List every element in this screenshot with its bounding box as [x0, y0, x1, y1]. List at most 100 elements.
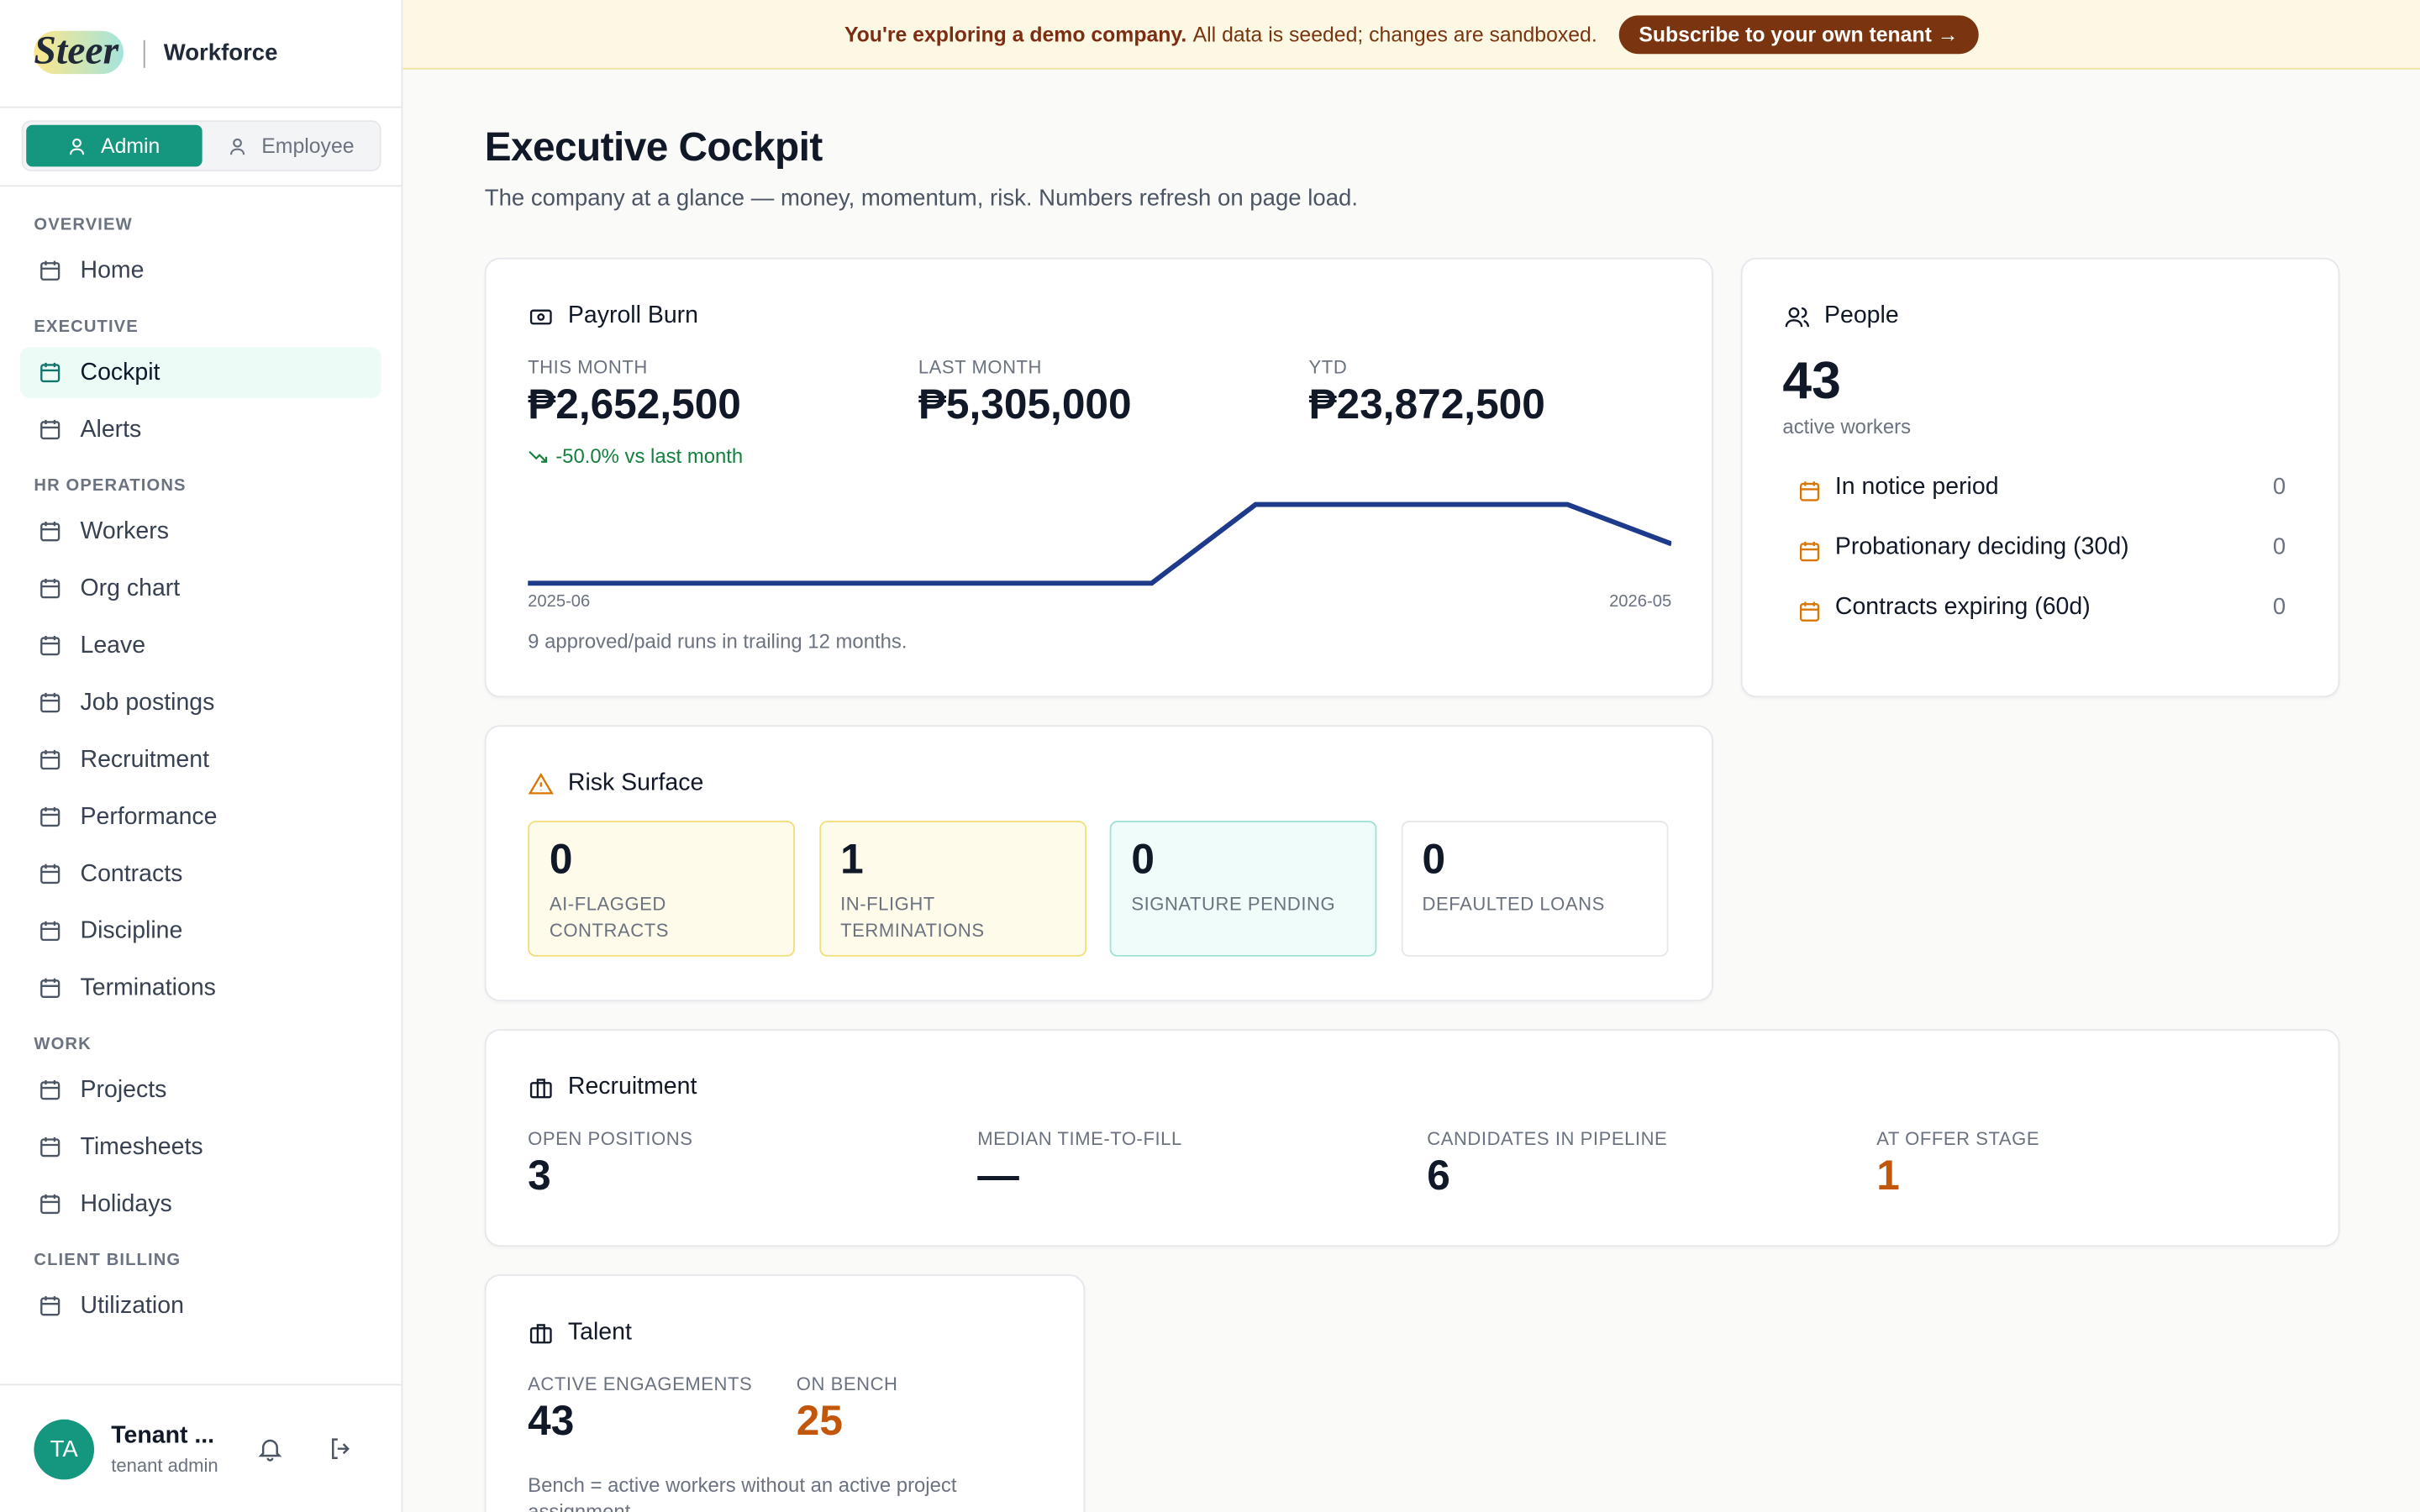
icon-shape: [40, 979, 60, 999]
role-label: Employee: [261, 134, 355, 158]
people-card: People 43 active workers In notice perio…: [1740, 257, 2340, 698]
nav-item[interactable]: Job postings: [20, 677, 381, 728]
card-title: People: [1784, 302, 1899, 330]
people-row-label: Probationary deciding (30d): [1834, 533, 2129, 560]
stat-value: 43: [528, 1398, 575, 1445]
nav-section: OVERVIEW: [34, 216, 133, 235]
separator: [143, 39, 145, 68]
nav-item[interactable]: Cockpit: [19, 347, 381, 398]
icon: [70, 137, 85, 155]
nav-item[interactable]: Projects: [20, 1064, 381, 1116]
nav-item[interactable]: Org chart: [20, 563, 381, 614]
icon-shape: [40, 694, 60, 713]
icon-shape: [40, 808, 60, 827]
nav-item[interactable]: Recruitment: [20, 734, 381, 785]
banner-bold: You're exploring a demo company.: [844, 22, 1187, 46]
nav-item[interactable]: Home: [20, 245, 381, 297]
icon-shape: [40, 1081, 60, 1100]
nav-item[interactable]: Terminations: [20, 963, 381, 1014]
avatar[interactable]: TA: [34, 1419, 95, 1480]
icon: [40, 1079, 60, 1100]
nav-section: CLIENT BILLING: [34, 1251, 182, 1270]
icon-shape: [40, 865, 60, 885]
icon-shape: [40, 922, 60, 942]
logout-button[interactable]: [327, 1435, 355, 1462]
role-label: Admin: [101, 134, 160, 158]
icon-shape: [41, 579, 60, 588]
icon-shape: [41, 1079, 60, 1089]
icon-shape: [41, 635, 60, 645]
nav-label: Recruitment: [80, 746, 209, 773]
risk-tile[interactable]: 0 SIGNATURE PENDING: [1109, 821, 1377, 957]
nav-item[interactable]: Leave: [20, 620, 381, 671]
card-title: Recruitment: [528, 1074, 697, 1101]
stat-label: OPEN POSITIONS: [528, 1127, 693, 1150]
role-toggle: Admin Employee: [21, 120, 381, 171]
people-caption: active workers: [1782, 415, 1912, 438]
role-option[interactable]: Employee: [203, 125, 379, 167]
stat-value: 25: [796, 1398, 843, 1445]
nav-label: Home: [80, 256, 145, 284]
user-role: tenant admin: [111, 1455, 218, 1477]
nav-item[interactable]: Workers: [20, 506, 381, 557]
product-name: Workforce: [163, 39, 278, 66]
icon-shape: [40, 262, 60, 281]
icon-shape: [41, 1137, 60, 1147]
icon-shape: [1801, 601, 1818, 611]
nav-item[interactable]: Utilization: [20, 1280, 381, 1331]
icon-shape: [41, 978, 60, 987]
nav-item[interactable]: Discipline: [20, 906, 381, 957]
sidebar: Steer Workforce Admin Employee OVERVIEW Ho…: [0, 0, 403, 1512]
stat-value: 3: [528, 1152, 551, 1200]
risk-card: Risk Surface 0 AI-FLAGGED CONTRACTS 1 IN-FL…: [484, 725, 1713, 1002]
risk-value: 1: [840, 836, 864, 883]
nav-label: Discipline: [80, 916, 183, 944]
nav-label: Leave: [80, 632, 146, 659]
icon-shape: [40, 580, 60, 599]
role-option[interactable]: Admin: [26, 124, 203, 167]
nav-item[interactable]: Timesheets: [20, 1121, 381, 1173]
demo-banner: You're exploring a demo company. All dat…: [402, 0, 2420, 70]
people-row-value: 0: [2272, 533, 2286, 560]
nav-item[interactable]: Performance: [20, 791, 381, 843]
subscribe-button[interactable]: Subscribe to your own tenant →: [1618, 14, 1979, 54]
stat-label: MEDIAN TIME-TO-FILL: [977, 1127, 1182, 1150]
nav-label: Workers: [80, 517, 169, 544]
icon: [40, 579, 60, 599]
stat-value: 6: [1427, 1152, 1450, 1200]
payroll-trend-chart: 2025-06 2026-05: [528, 501, 1672, 611]
risk-tile[interactable]: 1 IN-FLIGHT TERMINATIONS: [818, 821, 1086, 957]
page-title: Executive Cockpit: [484, 123, 823, 171]
nav-label: Performance: [80, 803, 218, 830]
risk-tile[interactable]: 0 AI-FLAGGED CONTRACTS: [528, 821, 795, 957]
icon: [1799, 481, 1820, 501]
x-tick-label: 2025-06: [528, 592, 590, 611]
notifications-button[interactable]: [256, 1435, 284, 1462]
banner-text: All data is seeded; changes are sandboxe…: [1192, 22, 1597, 46]
icon-shape: [41, 864, 60, 874]
people-row-label: In notice period: [1834, 473, 1999, 501]
icon-shape: [40, 522, 60, 542]
icon: [40, 419, 60, 440]
nav-label: Org chart: [80, 575, 181, 601]
icon: [40, 806, 60, 827]
icon: [230, 137, 245, 155]
icon-shape: [41, 692, 60, 702]
stat-value: —: [977, 1152, 1019, 1200]
nav-item[interactable]: Alerts: [20, 404, 381, 455]
icon-shape: [40, 637, 60, 656]
talent-note: Bench = active workers without an active…: [528, 1473, 957, 1512]
card-title-text: Risk Surface: [567, 769, 704, 796]
nav-item[interactable]: Holidays: [20, 1179, 381, 1230]
icon: [40, 1137, 60, 1158]
risk-tile[interactable]: 0 DEFAULTED LOANS: [1400, 821, 1668, 957]
icon: [40, 635, 60, 656]
stat-label: ACTIVE ENGAGEMENTS: [528, 1373, 753, 1395]
icon-shape: [40, 1297, 60, 1316]
nav-section: HR OPERATIONS: [34, 476, 187, 496]
brand: Steer: [34, 28, 119, 73]
talent-card: Talent ACTIVE ENGAGEMENTS 43 ON BENCH 25 Be…: [484, 1274, 1086, 1512]
icon-shape: [41, 921, 60, 931]
nav-item[interactable]: Contracts: [20, 848, 381, 900]
